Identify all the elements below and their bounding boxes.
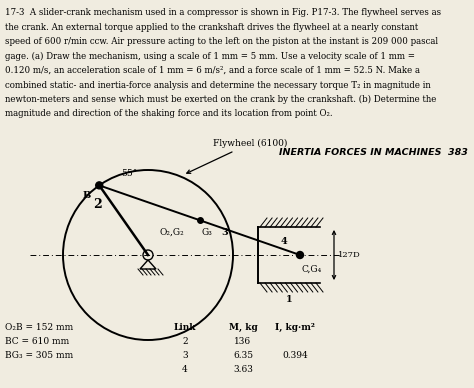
Text: 0.120 m/s, an acceleration scale of 1 mm = 6 m/s², and a force scale of 1 mm = 5: 0.120 m/s, an acceleration scale of 1 mm… xyxy=(5,66,420,75)
Text: speed of 600 r/min ccw. Air pressure acting to the left on the piston at the ins: speed of 600 r/min ccw. Air pressure act… xyxy=(5,37,438,46)
Text: 3: 3 xyxy=(182,351,188,360)
Text: Link: Link xyxy=(174,323,196,332)
Text: gage. (a) Draw the mechanism, using a scale of 1 mm = 5 mm. Use a velocity scale: gage. (a) Draw the mechanism, using a sc… xyxy=(5,52,415,61)
Circle shape xyxy=(96,182,103,189)
Text: BG₃ = 305 mm: BG₃ = 305 mm xyxy=(5,351,73,360)
Text: 0.394: 0.394 xyxy=(282,351,308,360)
Text: 4: 4 xyxy=(281,237,287,246)
Text: O₂B = 152 mm: O₂B = 152 mm xyxy=(5,323,73,332)
Text: 1: 1 xyxy=(286,295,292,304)
Text: I, kg·m²: I, kg·m² xyxy=(275,323,315,332)
Text: 127D: 127D xyxy=(338,251,361,259)
Text: newton-meters and sense which must be exerted on the crank by the crankshaft. (b: newton-meters and sense which must be ex… xyxy=(5,95,437,104)
Text: 55°: 55° xyxy=(121,169,137,178)
Text: INERTIA FORCES IN MACHINES  383: INERTIA FORCES IN MACHINES 383 xyxy=(279,148,468,157)
Text: 17-3  A slider-crank mechanism used in a compressor is shown in Fig. P17-3. The : 17-3 A slider-crank mechanism used in a … xyxy=(5,8,441,17)
Text: Flywheel (6100): Flywheel (6100) xyxy=(187,139,287,173)
Text: O₂,G₂: O₂,G₂ xyxy=(160,228,185,237)
Text: combined static- and inertia-force analysis and determine the necessary torque T: combined static- and inertia-force analy… xyxy=(5,80,431,90)
Text: magnitude and direction of the shaking force and its location from point O₂.: magnitude and direction of the shaking f… xyxy=(5,109,333,118)
Text: 2: 2 xyxy=(94,199,102,211)
Circle shape xyxy=(297,251,303,258)
Text: 2: 2 xyxy=(182,337,188,346)
Text: 6.35: 6.35 xyxy=(233,351,253,360)
Text: B: B xyxy=(83,191,91,200)
Text: 3.63: 3.63 xyxy=(233,365,253,374)
Text: M, kg: M, kg xyxy=(228,323,257,332)
Text: 3: 3 xyxy=(221,228,228,237)
Text: 136: 136 xyxy=(235,337,252,346)
Text: 4: 4 xyxy=(182,365,188,374)
Text: G₃: G₃ xyxy=(201,228,212,237)
Text: C,G₄: C,G₄ xyxy=(302,265,322,274)
Text: the crank. An external torque applied to the crankshaft drives the flywheel at a: the crank. An external torque applied to… xyxy=(5,23,418,31)
Text: BC = 610 mm: BC = 610 mm xyxy=(5,337,69,346)
